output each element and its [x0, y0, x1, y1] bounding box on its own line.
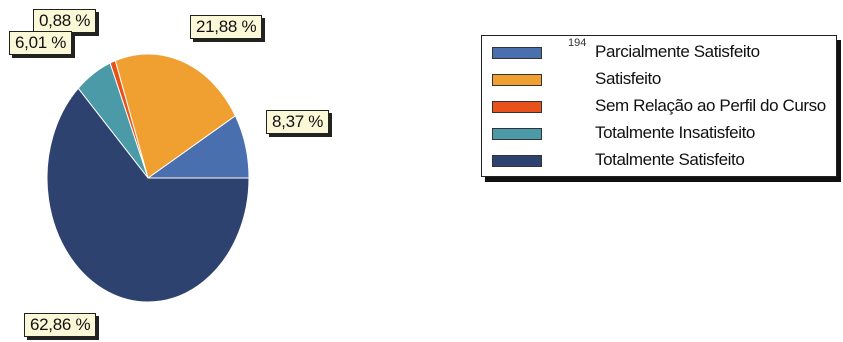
- legend-swatch: [492, 47, 542, 59]
- legend-swatch: [492, 128, 542, 140]
- pie-slice-4: [46, 87, 250, 303]
- legend-swatch: [492, 74, 542, 86]
- legend-label: Satisfeito: [595, 69, 661, 88]
- legend-swatch: [492, 101, 542, 113]
- data-label-totalmente-satisfeito: 62,86 %: [24, 313, 97, 337]
- data-label-totalmente-insatisfeito: 6,01 %: [9, 31, 73, 55]
- data-label-parcialmente-satisfeito: 8,37 %: [266, 110, 330, 134]
- legend-label: Parcialmente Satisfeito: [595, 42, 760, 61]
- legend-label: Totalmente Insatisfeito: [595, 123, 755, 142]
- legend-label: Sem Relação ao Perfil do Curso: [595, 96, 826, 115]
- legend-swatch: [492, 155, 542, 167]
- legend-label: Totalmente Satisfeito: [595, 150, 745, 169]
- data-label-satisfeito: 21,88 %: [190, 15, 263, 39]
- data-label-sem-relacao: 0,88 %: [33, 9, 97, 33]
- legend-stray-number: 194: [568, 37, 587, 49]
- pie-slice-1: [114, 53, 236, 179]
- legend: 194 Parcialmente Satisfeito Satisfeito S…: [481, 35, 837, 177]
